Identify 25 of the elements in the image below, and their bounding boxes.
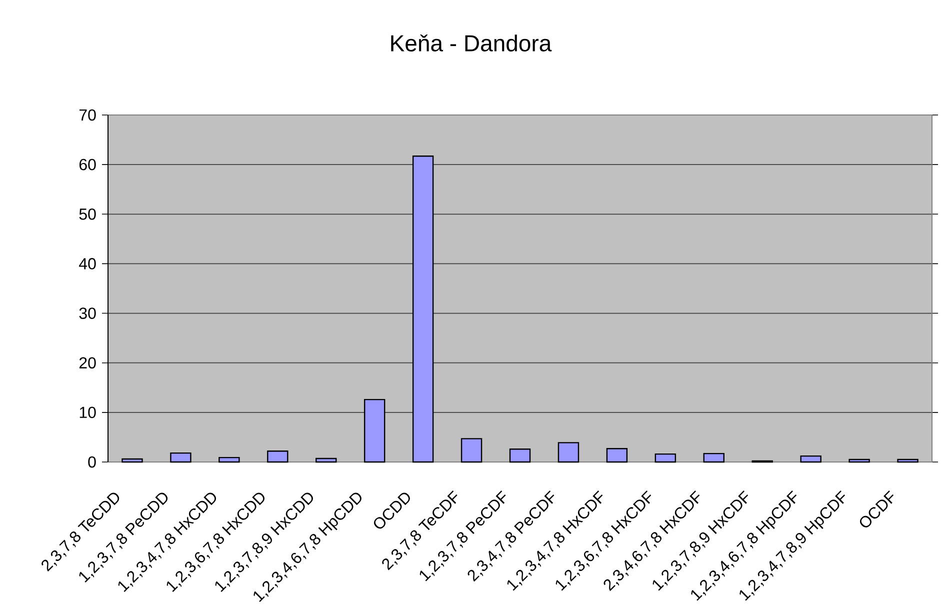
y-tick-label: 0 (88, 456, 96, 468)
y-tick-label: 30 (79, 308, 96, 319)
bar (218, 456, 240, 463)
bar (267, 450, 288, 463)
bar (654, 453, 676, 463)
y-tick-label: 50 (79, 208, 96, 220)
bar (848, 458, 870, 463)
bar (460, 438, 482, 463)
bar (364, 398, 386, 463)
bar (316, 458, 337, 463)
bar (703, 452, 724, 463)
y-tick-label: 40 (79, 258, 96, 270)
bar (897, 458, 918, 463)
chart-title: Keňa - Dandora (391, 34, 552, 52)
bar (509, 448, 531, 463)
y-tick-label: 10 (80, 406, 96, 418)
y-tick-label: 20 (79, 357, 96, 369)
bar (558, 442, 580, 463)
bar (606, 448, 628, 463)
bar (122, 458, 143, 463)
bar (412, 156, 434, 463)
bar (800, 455, 822, 463)
y-tick-label: 70 (79, 109, 96, 121)
y-tick-label: 60 (79, 158, 96, 170)
bar (170, 452, 192, 463)
